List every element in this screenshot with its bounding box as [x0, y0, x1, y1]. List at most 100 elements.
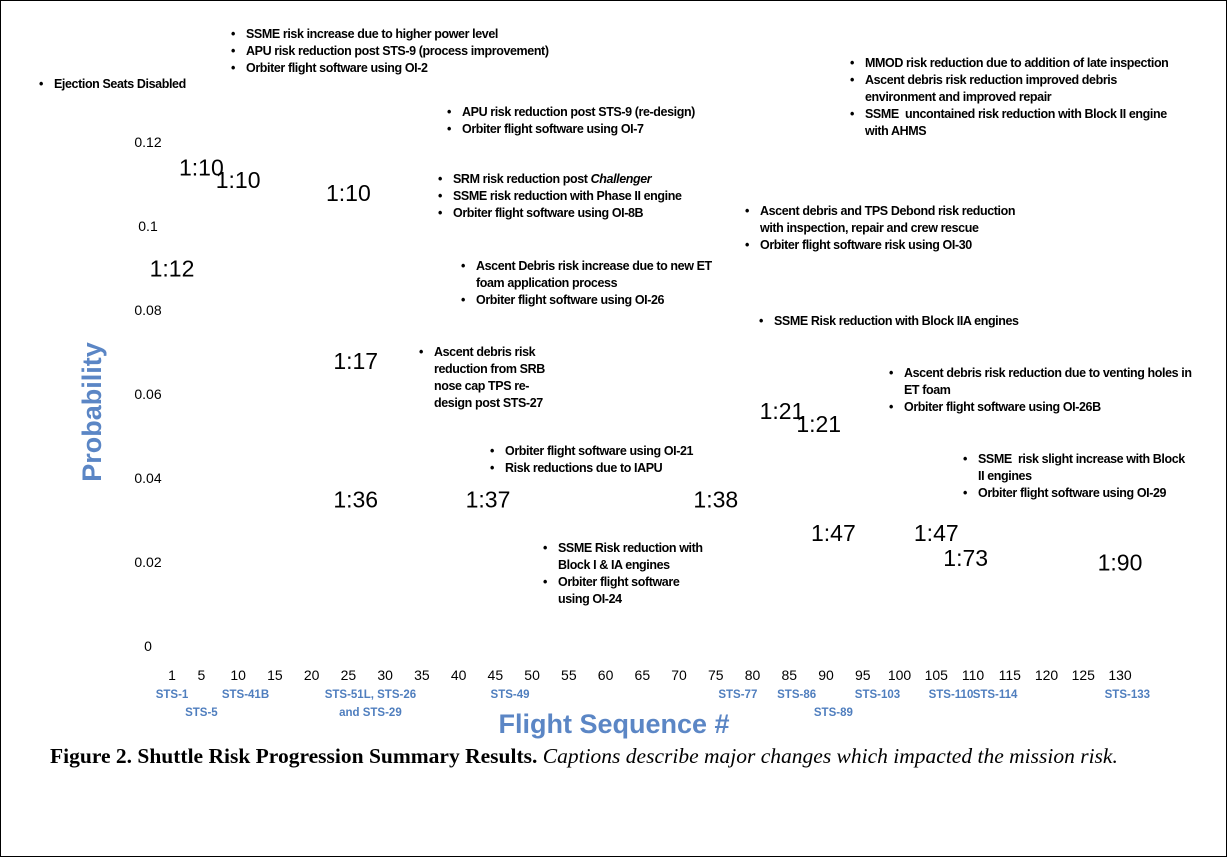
x-tick-label: 115 [999, 667, 1022, 683]
annotation-item: Orbiter flight software using OI-26B [887, 399, 1192, 416]
x-tick-labels: 1 5 10 15 20 25 30 35 40 45 50 55 60 65 70 75 80 85 90 95 10… [168, 667, 1132, 683]
x-tick-label: 125 [1072, 667, 1096, 683]
annotation-item: SSME Risk reduction with Block IIA engin… [757, 313, 1019, 330]
annotation-block-ii: SSME risk slight increase with Block II … [961, 451, 1185, 502]
x-tick-label: 1 [168, 667, 176, 683]
flight-label: and STS-29 [339, 707, 402, 719]
risk-ratio-label: 1:47 [914, 520, 959, 546]
flight-label: STS-1 [156, 689, 189, 701]
x-tick-label: 120 [1035, 667, 1059, 683]
flight-label: STS-5 [185, 707, 218, 719]
y-tick-label: 0.04 [134, 470, 161, 486]
x-tick-label: 60 [598, 667, 614, 683]
annotation-item: Orbiter flight software using OI-8B [436, 205, 682, 222]
x-tick-label: 90 [818, 667, 834, 683]
annotation-item: SSME risk slight increase with Block [961, 451, 1185, 468]
annotation-ejection-seats: Ejection Seats Disabled [37, 76, 186, 93]
flight-label: STS-51L, STS-26 [325, 689, 416, 701]
risk-ratio-label: 1:90 [1098, 549, 1143, 575]
x-tick-label: 75 [708, 667, 724, 683]
caption-title: Figure 2. Shuttle Risk Progression Summa… [50, 744, 538, 768]
annotation-item: Ascent debris risk reduction improved de… [848, 72, 1168, 89]
annotation-item: Ejection Seats Disabled [37, 76, 186, 93]
annotation-item-continued: environment and improved repair [865, 89, 1052, 104]
x-tick-label: 55 [561, 667, 577, 683]
annotation-item-continued: design post STS-27 [434, 395, 543, 410]
annotation-item: SSME Risk reduction with [541, 540, 703, 557]
annotation-mmod: MMOD risk reduction due to addition of l… [848, 55, 1169, 139]
risk-ratio-label: 1:38 [693, 486, 738, 512]
y-tick-labels: 0 0.02 0.04 0.06 0.08 0.1 0.12 [134, 134, 161, 654]
x-tick-label: 25 [341, 667, 357, 683]
x-tick-label: 5 [197, 667, 205, 683]
annotation-srb-nose-cap: Ascent debris risk reduction from SRB no… [417, 344, 545, 412]
annotation-item-continued: Block I & IA engines [558, 557, 670, 572]
annotation-item: APU risk reduction post STS-9 (process i… [229, 43, 549, 60]
annotation-item: Ascent debris risk [417, 344, 545, 361]
y-tick-label: 0.02 [134, 554, 161, 570]
annotation-item: Orbiter flight software using OI-7 [445, 121, 695, 138]
flight-label: STS-110 [929, 689, 974, 701]
annotation-item: Orbiter flight software risk using OI-30 [743, 237, 1015, 254]
y-tick-label: 0.1 [138, 218, 158, 234]
annotation-challenger: SRM risk reduction post Challenger SSME … [436, 171, 682, 222]
annotation-item: Ascent debris and TPS Debond risk reduct… [743, 203, 1015, 220]
annotation-item: Ascent Debris risk increase due to new E… [459, 258, 712, 275]
y-tick-label: 0.08 [134, 302, 161, 318]
annotation-block-i: SSME Risk reduction with Block I & IA en… [541, 540, 703, 608]
annotation-et-foam: Ascent Debris risk increase due to new E… [459, 258, 712, 309]
annotation-sts9-process: SSME risk increase due to higher power l… [229, 26, 549, 77]
annotation-item: SRM risk reduction post Challenger [436, 171, 682, 188]
risk-ratio-label: 1:10 [216, 167, 261, 193]
x-tick-label: 35 [414, 667, 430, 683]
x-tick-label: 50 [524, 667, 540, 683]
annotation-item: Orbiter flight software using OI-29 [961, 485, 1185, 502]
annotation-apu-redesign: APU risk reduction post STS-9 (re-design… [445, 104, 695, 138]
annotation-item-continued: nose cap TPS re- [434, 378, 530, 393]
annotation-item: Ascent debris risk reduction due to vent… [887, 365, 1192, 382]
x-tick-label: 10 [230, 667, 246, 683]
x-tick-label: 105 [925, 667, 949, 683]
flight-label: STS-49 [491, 689, 530, 701]
flight-label: STS-89 [814, 707, 853, 719]
risk-ratio-label: 1:17 [333, 348, 378, 374]
x-tick-label: 45 [488, 667, 504, 683]
risk-ratio-label: 1:10 [326, 180, 371, 206]
annotation-item-continued: using OI-24 [558, 591, 622, 606]
flight-label: STS-86 [777, 689, 816, 701]
figure-caption: Figure 2. Shuttle Risk Progression Summa… [50, 740, 1200, 773]
annotation-iapu: Orbiter flight software using OI-21 Risk… [488, 443, 694, 477]
x-tick-label: 80 [745, 667, 761, 683]
annotation-item-continued: II engines [978, 468, 1032, 483]
risk-ratio-label: 1:21 [796, 411, 841, 437]
x-tick-label: 110 [962, 667, 985, 683]
x-tick-label: 20 [304, 667, 320, 683]
annotation-item: Orbiter flight software [541, 574, 703, 591]
x-tick-label: 95 [855, 667, 871, 683]
flight-label: STS-77 [718, 689, 757, 701]
risk-labels: 1:101:10 1:101:121:171:211:211:36 1:37 1:38… [150, 155, 1143, 576]
x-tick-label: 65 [635, 667, 651, 683]
annotation-item: SSME risk reduction with Phase II engine [436, 188, 682, 205]
risk-ratio-label: 1:21 [760, 398, 805, 424]
risk-ratio-label: 1:12 [150, 255, 195, 281]
annotation-item: Orbiter flight software using OI-26 [459, 292, 712, 309]
y-axis-label: Probability [77, 342, 107, 482]
risk-ratio-label: 1:73 [943, 545, 988, 571]
annotation-item: Orbiter flight software using OI-21 [488, 443, 694, 460]
annotation-tps-debond: Ascent debris and TPS Debond risk reduct… [743, 203, 1015, 254]
x-axis-label: Flight Sequence # [498, 709, 729, 739]
y-tick-label: 0.06 [134, 386, 161, 402]
annotation-item: Orbiter flight software using OI-2 [229, 60, 549, 77]
x-tick-label: 85 [782, 667, 798, 683]
x-tick-label: 130 [1108, 667, 1132, 683]
y-tick-label: 0.12 [134, 134, 161, 150]
x-tick-label: 15 [267, 667, 283, 683]
x-tick-label: 30 [377, 667, 393, 683]
flight-label: STS-114 [973, 689, 1018, 701]
y-tick-label: 0 [144, 638, 152, 654]
flight-label: STS-41B [222, 689, 269, 701]
risk-ratio-label: 1:36 [333, 486, 378, 512]
caption-text: Captions describe major changes which im… [542, 744, 1118, 768]
